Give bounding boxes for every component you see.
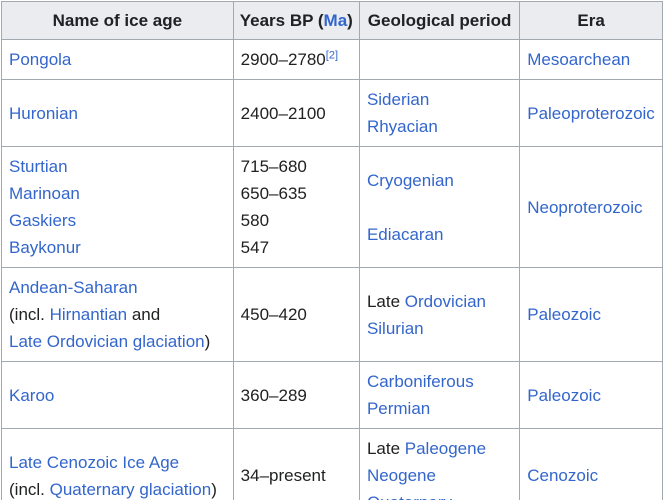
- cell-period: Carboniferous Permian: [358, 361, 521, 429]
- table-row: Sturtian Marinoan Gaskiers Baykonur 715–…: [1, 146, 663, 268]
- header-geological-period: Geological period: [358, 1, 521, 40]
- cell-era: Neoproterozoic: [519, 146, 663, 268]
- period-link-cryogenian[interactable]: Cryogenian: [366, 170, 454, 190]
- ice-age-link-late-cenozoic[interactable]: Late Cenozoic Ice Age: [9, 452, 180, 472]
- cell-years: 2400–2100: [232, 79, 360, 147]
- table-row: Pongola 2900–2780[2] Mesoarchean: [1, 39, 663, 80]
- note-prefix: (incl.: [9, 479, 50, 499]
- years-value: 547: [240, 238, 270, 257]
- period-link-ediacaran[interactable]: Ediacaran: [366, 224, 444, 244]
- era-link-cenozoic[interactable]: Cenozoic: [527, 466, 599, 485]
- cell-era: Paleozoic: [519, 361, 663, 429]
- ice-age-link-baykonur[interactable]: Baykonur: [9, 238, 81, 257]
- period-link-neogene[interactable]: Neogene: [366, 466, 436, 485]
- period-link-permian[interactable]: Permian: [366, 399, 431, 418]
- cell-name: Sturtian Marinoan Gaskiers Baykonur: [1, 146, 234, 268]
- era-link-paleozoic[interactable]: Paleozoic: [527, 385, 601, 405]
- years-value: 650–635: [240, 184, 307, 203]
- era-link-paleozoic[interactable]: Paleozoic: [527, 305, 601, 324]
- name-note: Late Ordovician glaciation): [9, 328, 226, 355]
- cell-name: Pongola: [1, 39, 234, 80]
- ice-age-link-marinoan[interactable]: Marinoan: [9, 184, 80, 203]
- cell-years: 450–420: [232, 267, 360, 362]
- period-link-silurian[interactable]: Silurian: [366, 318, 424, 338]
- period-link-rhyacian[interactable]: Rhyacian: [366, 117, 438, 136]
- ice-age-link-andean-saharan[interactable]: Andean-Saharan: [9, 278, 138, 297]
- table-header-row: Name of ice age Years BP (Ma) Geological…: [1, 1, 663, 40]
- table-row: Late Cenozoic Ice Age (incl. Quaternary …: [1, 428, 663, 500]
- cell-years: 360–289: [232, 361, 360, 429]
- era-link-neoproterozoic[interactable]: Neoproterozoic: [527, 197, 643, 217]
- cell-period: Late Paleogene Neogene Quaternary: [358, 428, 521, 500]
- header-years-suffix: ): [347, 11, 353, 30]
- period-link-quaternary[interactable]: Quaternary: [367, 489, 512, 500]
- link-hirnantian[interactable]: Hirnantian: [49, 305, 128, 324]
- note-suffix: ): [204, 332, 211, 351]
- note-prefix: (incl.: [9, 305, 50, 324]
- cell-years: 715–680 650–635 580 547: [232, 146, 360, 268]
- period-prefix: Late: [366, 291, 405, 311]
- cell-period: Siderian Rhyacian: [358, 79, 521, 147]
- header-years-prefix: Years BP (: [239, 11, 324, 30]
- name-note: (incl. Hirnantian and: [9, 301, 226, 328]
- cell-name: Karoo: [1, 361, 234, 429]
- ice-age-link-huronian[interactable]: Huronian: [9, 103, 78, 123]
- period-link-paleogene[interactable]: Paleogene: [404, 439, 487, 458]
- years-value: 2900–2780: [240, 50, 326, 69]
- cell-era: Paleoproterozoic: [519, 79, 663, 147]
- period-link-siderian[interactable]: Siderian: [366, 90, 430, 109]
- ma-link[interactable]: Ma: [323, 11, 348, 30]
- years-value: 715–680: [240, 157, 307, 176]
- period-line: Late Ordovician: [367, 288, 512, 315]
- cell-name: Andean-Saharan (incl. Hirnantian and Lat…: [1, 267, 234, 362]
- link-quaternary-glaciation[interactable]: Quaternary glaciation: [49, 479, 212, 499]
- ice-age-link-pongola[interactable]: Pongola: [9, 50, 72, 69]
- period-link-ordovician[interactable]: Ordovician: [404, 291, 487, 311]
- cell-period: Late Ordovician Silurian: [358, 267, 521, 362]
- period-prefix: Late: [366, 439, 405, 458]
- cell-era: Paleozoic: [519, 267, 663, 362]
- table-row: Karoo 360–289 Carboniferous Permian Pale…: [1, 361, 663, 429]
- name-note: (incl. Quaternary glaciation): [9, 476, 226, 500]
- period-line: Late Paleogene: [367, 435, 512, 462]
- cell-name: Late Cenozoic Ice Age (incl. Quaternary …: [1, 428, 234, 500]
- years-value: 360–289: [240, 385, 307, 405]
- cell-era: Mesoarchean: [519, 39, 663, 80]
- table-row: Andean-Saharan (incl. Hirnantian and Lat…: [1, 267, 663, 362]
- ice-age-link-gaskiers[interactable]: Gaskiers: [9, 211, 77, 230]
- reference-link[interactable]: [2]: [325, 49, 338, 62]
- spacer: [367, 194, 512, 221]
- era-link-paleoproterozoic[interactable]: Paleoproterozoic: [527, 103, 655, 123]
- cell-period: [358, 39, 521, 80]
- link-late-ordovician-glaciation[interactable]: Late Ordovician glaciation: [9, 332, 205, 351]
- note-suffix: ): [211, 479, 217, 499]
- cell-years: 34–present: [232, 428, 360, 500]
- years-value: 34–present: [240, 466, 326, 485]
- period-link-carboniferous[interactable]: Carboniferous: [366, 372, 474, 391]
- header-name-of-ice-age: Name of ice age: [1, 1, 234, 40]
- cell-name: Huronian: [1, 79, 234, 147]
- header-years-bp: Years BP (Ma): [232, 1, 360, 40]
- ice-age-link-sturtian[interactable]: Sturtian: [9, 157, 68, 176]
- header-era: Era: [519, 1, 663, 40]
- cell-period: Cryogenian Ediacaran: [358, 146, 521, 268]
- table-row: Huronian 2400–2100 Siderian Rhyacian Pal…: [1, 79, 663, 147]
- years-value: 450–420: [240, 305, 307, 324]
- years-value: 580: [240, 211, 270, 230]
- years-value: 2400–2100: [240, 103, 326, 123]
- era-link-mesoarchean[interactable]: Mesoarchean: [527, 50, 631, 69]
- ice-age-link-karoo[interactable]: Karoo: [9, 385, 55, 405]
- cell-era: Cenozoic: [519, 428, 663, 500]
- note-suffix: and: [127, 305, 161, 324]
- cell-years: 2900–2780[2]: [232, 39, 360, 80]
